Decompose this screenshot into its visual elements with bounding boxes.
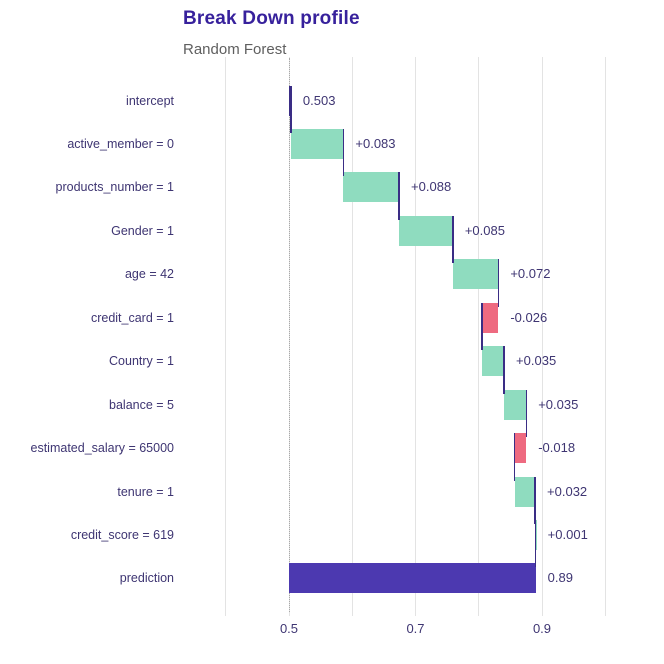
value-label: 0.89	[547, 570, 573, 586]
x-gridline	[604, 57, 606, 616]
connector-line	[342, 128, 345, 177]
connector-line	[481, 302, 483, 351]
x-gridline	[541, 57, 543, 616]
connector-line	[535, 520, 537, 568]
connector-line	[525, 389, 527, 438]
value-label: +0.032	[547, 483, 588, 499]
bar-negative	[481, 302, 499, 333]
row-label: age = 42	[124, 267, 174, 282]
row-label: estimated_salary = 65000	[30, 441, 175, 456]
bar-positive	[504, 389, 527, 420]
connector-line	[398, 172, 400, 220]
connector-line	[290, 85, 292, 133]
bar-positive	[290, 128, 344, 159]
value-label: 0.503	[302, 92, 336, 108]
x-gridline	[288, 57, 290, 616]
bar-positive	[452, 259, 499, 290]
intercept-dotted-line	[289, 58, 291, 612]
value-label: +0.035	[516, 353, 557, 369]
chart-subtitle: Random Forest	[183, 41, 287, 58]
value-label: +0.072	[510, 266, 551, 282]
row-label: credit_score = 619	[70, 528, 174, 542]
value-label: +0.035	[538, 396, 579, 412]
connector-line	[503, 346, 505, 394]
bar-positive	[514, 476, 536, 507]
row-label: Gender = 1	[111, 223, 174, 238]
x-gridline	[225, 57, 227, 616]
x-gridline	[351, 57, 353, 616]
bar-positive	[399, 215, 453, 246]
value-label: -0.018	[538, 440, 576, 456]
value-label: +0.001	[547, 527, 588, 542]
value-label: -0.026	[510, 309, 548, 325]
x-gridline	[415, 57, 416, 616]
row-label: Country = 1	[109, 354, 174, 369]
bar-prediction	[289, 563, 536, 594]
value-label: +0.083	[355, 135, 396, 151]
connector-line	[514, 433, 516, 481]
row-label: prediction	[119, 571, 174, 586]
connector-line	[497, 259, 500, 307]
row-label: credit_card = 1	[90, 310, 174, 325]
bar-intercept	[289, 85, 291, 116]
connector-line	[534, 476, 536, 524]
x-tick-label: 0.5	[279, 621, 299, 636]
bar-negative	[514, 433, 527, 464]
x-gridline	[478, 57, 480, 616]
bar-positive	[343, 172, 400, 203]
connector-line	[452, 215, 454, 264]
row-label: products_number = 1	[55, 180, 174, 195]
chart-title: Break Down profile	[183, 8, 360, 29]
value-label: +0.085	[464, 222, 505, 238]
row-label: tenure = 1	[117, 484, 174, 499]
row-label: active_member = 0	[67, 136, 174, 151]
value-label: +0.088	[411, 179, 452, 195]
x-tick-label: 0.7	[406, 621, 425, 636]
bar-positive	[481, 346, 505, 377]
x-tick-label: 0.9	[532, 621, 552, 636]
row-label: balance = 5	[109, 397, 174, 412]
row-label: intercept	[126, 93, 174, 108]
